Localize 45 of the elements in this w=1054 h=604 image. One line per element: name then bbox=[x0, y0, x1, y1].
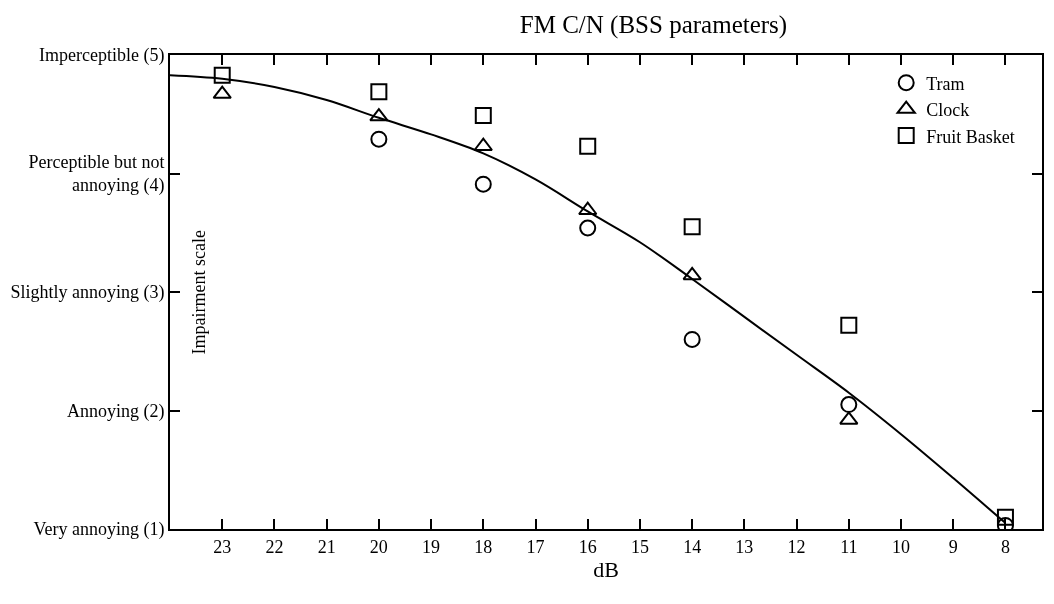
point bbox=[578, 201, 598, 215]
point bbox=[474, 106, 492, 124]
point bbox=[473, 137, 493, 151]
point bbox=[213, 66, 231, 84]
y-axis-title: Impairment scale bbox=[189, 229, 210, 355]
point bbox=[683, 218, 701, 236]
x-tick-label: 13 bbox=[735, 536, 754, 557]
x-tick-label: 17 bbox=[526, 536, 545, 557]
x-tick-label: 22 bbox=[265, 536, 284, 557]
point bbox=[840, 316, 858, 334]
x-tick-label: 15 bbox=[630, 536, 649, 557]
x-tick-label: 16 bbox=[578, 536, 597, 557]
x-tick-label: 18 bbox=[474, 536, 493, 557]
x-tick-label: 8 bbox=[1000, 536, 1010, 557]
x-axis-title: dB bbox=[593, 556, 619, 582]
point bbox=[682, 266, 702, 281]
x-tick-label: 20 bbox=[369, 536, 388, 557]
legend-label: Fruit Basket bbox=[926, 126, 1015, 147]
legend-label: Clock bbox=[926, 100, 970, 121]
point bbox=[370, 83, 388, 101]
point bbox=[474, 175, 492, 193]
x-tick-label: 19 bbox=[422, 536, 441, 557]
point bbox=[212, 85, 232, 99]
x-tick-label: 9 bbox=[948, 536, 958, 557]
y-tick-label: Very annoying (1) bbox=[33, 519, 165, 541]
point bbox=[579, 219, 597, 237]
point bbox=[369, 108, 389, 122]
x-tick-label: 12 bbox=[787, 536, 806, 557]
point bbox=[370, 130, 388, 148]
y-tick-label: Slightly annoying (3) bbox=[10, 282, 165, 304]
x-tick-label: 11 bbox=[840, 536, 858, 557]
x-tick-label: 10 bbox=[892, 536, 911, 557]
chart-title: FM C/N (BSS parameters) bbox=[519, 10, 788, 39]
x-tick-label: 14 bbox=[683, 536, 702, 557]
y-tick-label: Annoying (2) bbox=[66, 400, 165, 422]
point bbox=[840, 396, 858, 414]
x-tick-label: 21 bbox=[317, 536, 336, 557]
point bbox=[579, 137, 597, 155]
y-tick-label: Imperceptible (5) bbox=[38, 45, 165, 67]
legend-label: Tram bbox=[926, 73, 965, 94]
point bbox=[996, 508, 1014, 526]
x-tick-label: 23 bbox=[213, 536, 232, 557]
point bbox=[839, 411, 859, 425]
y-tick-label: Perceptible but not annoying (4) bbox=[28, 152, 165, 197]
point bbox=[683, 330, 701, 348]
